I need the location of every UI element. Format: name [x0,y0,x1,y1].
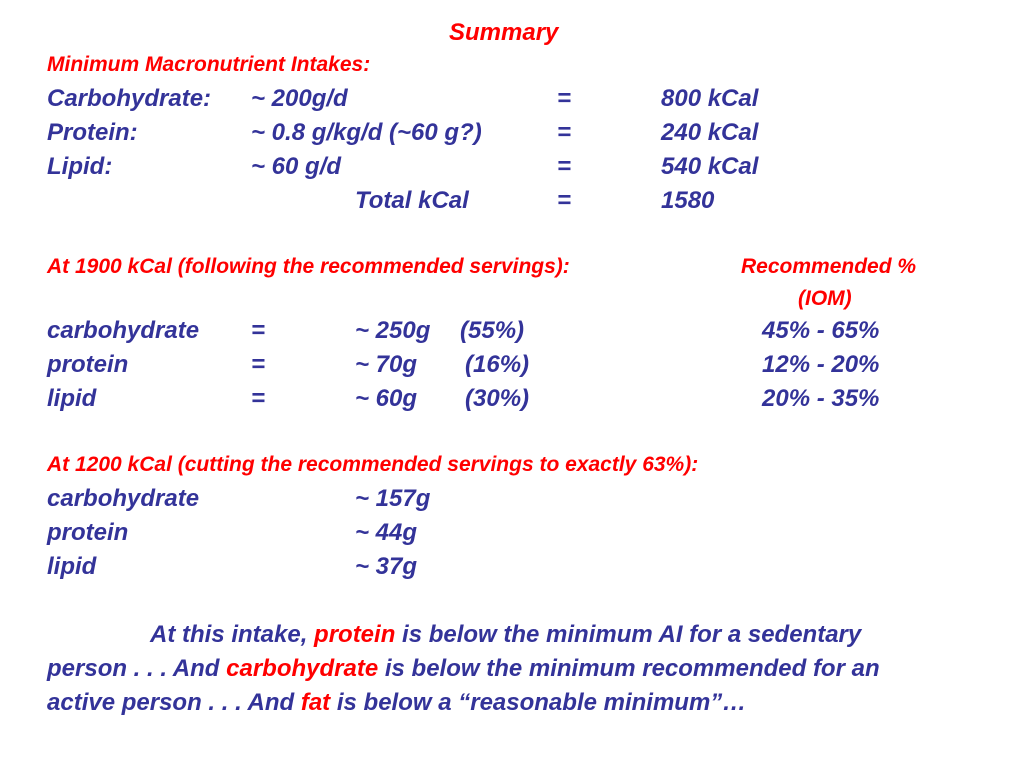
at1900-row-amount: ~ 70g [355,351,418,378]
min-intake-heading: Minimum Macronutrient Intakes: [47,53,371,76]
slide-title: Summary [449,19,559,46]
at1900-heading: At 1900 kCal (following the recommended … [47,255,570,278]
at1200-heading: At 1200 kCal (cutting the recommended se… [47,453,699,476]
conclusion-paragraph: At this intake, protein is below the min… [47,618,947,720]
min-row-amount: ~ 60 g/d [251,153,342,180]
highlight-protein: protein [314,621,396,648]
at1900-row-equals: = [251,385,266,412]
min-row-label: Lipid: [47,153,113,180]
at1900-row-label: carbohydrate [47,317,200,344]
at1900-row-amount: ~ 250g [355,317,431,344]
total-value: 1580 [661,187,715,214]
min-row-kcal: 540 kCal [661,153,759,180]
min-row-equals: = [557,153,572,180]
at1900-row-recommended: 45% - 65% [762,317,880,344]
highlight-fat: fat [300,689,331,716]
total-equals: = [557,187,572,214]
at1200-row-amount: ~ 44g [355,519,418,546]
at1200-row-amount: ~ 157g [355,485,431,512]
conclusion-text: At this intake, [150,621,315,648]
at1900-row-recommended: 20% - 35% [762,385,880,412]
min-row-amount: ~ 0.8 g/kg/d (~60 g?) [251,119,482,146]
at1900-row-percent: (16%) [465,351,530,378]
recommended-header: Recommended % [741,255,917,278]
recommended-header-source: (IOM) [798,287,852,310]
at1900-row-percent: (30%) [465,385,530,412]
at1200-row-amount: ~ 37g [355,553,418,580]
at1900-row-label: protein [47,351,129,378]
conclusion-text: is below the minimum recommended for an … [47,655,880,716]
min-row-equals: = [557,85,572,112]
conclusion-text: is below a “reasonable minimum”… [330,689,747,716]
min-row-label: Carbohydrate: [47,85,212,112]
min-row-kcal: 240 kCal [661,119,759,146]
min-row-label: Protein: [47,119,138,146]
min-row-amount: ~ 200g/d [251,85,348,112]
highlight-carbohydrate: carbohydrate [226,655,379,682]
total-label: Total kCal [355,187,469,214]
at1900-row-amount: ~ 60g [355,385,418,412]
at1900-row-equals: = [251,351,266,378]
at1200-row-label: protein [47,519,129,546]
min-row-equals: = [557,119,572,146]
at1200-row-label: carbohydrate [47,485,200,512]
at1900-row-percent: (55%) [460,317,525,344]
at1900-row-label: lipid [47,385,97,412]
min-row-kcal: 800 kCal [661,85,759,112]
conclusion-text: is below the minimum AI for a sedentary … [47,621,862,682]
at1200-row-label: lipid [47,553,97,580]
at1900-row-recommended: 12% - 20% [762,351,880,378]
at1900-row-equals: = [251,317,266,344]
